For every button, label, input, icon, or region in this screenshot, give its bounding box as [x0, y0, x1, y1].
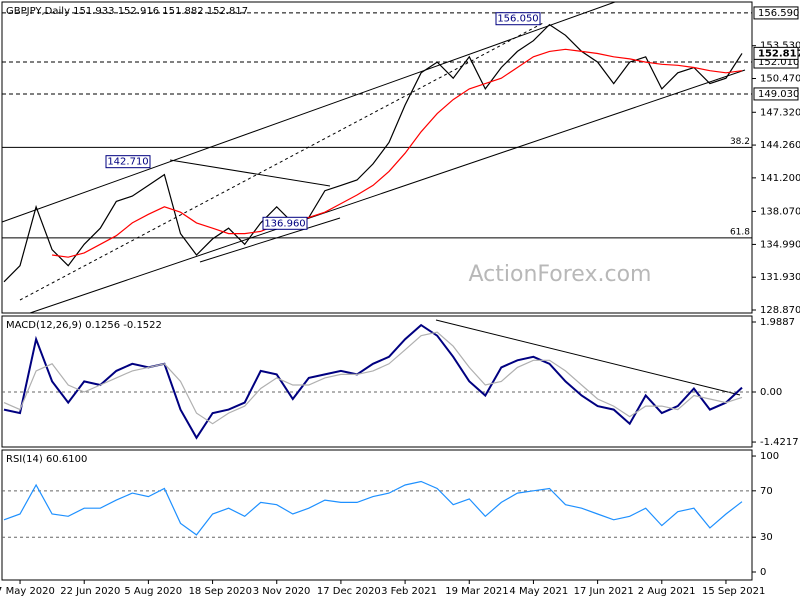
annotation-box: [495, 12, 541, 26]
x-tick-label: 2 Aug 2021: [638, 586, 696, 597]
x-tick-label: 5 Aug 2020: [124, 586, 182, 597]
panel-frame: [1, 449, 753, 581]
triangle-lower: [199, 217, 341, 263]
x-tick-label: 7 May 2020: [0, 586, 55, 597]
y-tick-label: 138.070: [760, 206, 800, 217]
annotation-label: 142.710: [107, 157, 148, 168]
triangle-upper: [169, 159, 331, 187]
x-tick-label: 17 Jun 2021: [574, 586, 634, 597]
panel-title: MACD(12,26,9) 0.1256 -0.1522: [6, 320, 162, 331]
y-tick-label: 0.00: [760, 387, 782, 398]
x-tick-label: 4 May 2021: [509, 586, 568, 597]
x-tick-label: 3 Feb 2021: [381, 586, 437, 597]
y-tick-label: 128.870: [760, 305, 800, 316]
x-tick-label: 15 Sep 2021: [702, 586, 765, 597]
series-line: [3, 331, 743, 425]
y-tick-label: 147.320: [760, 107, 800, 118]
x-tick-label: 18 Sep 2020: [189, 586, 252, 597]
macd-trendline: [435, 319, 741, 396]
y-tick-label: 153.530: [760, 41, 800, 52]
fib-ratio: 61.8: [730, 227, 750, 237]
series-line: [3, 480, 743, 536]
y-tick-label: 131.930: [760, 272, 800, 283]
y-tick-label: 0: [760, 567, 766, 578]
y-tick-label: -1.4217: [760, 437, 799, 448]
level-label: 152.010: [758, 57, 799, 68]
panel-frame: [1, 315, 753, 448]
x-tick-label: 22 Jun 2020: [60, 586, 120, 597]
level-label: 149.030: [758, 89, 799, 100]
channel-upper: [1, 1, 616, 223]
series-line: [3, 23, 743, 283]
price-label: 152.817: [758, 48, 800, 59]
level-label: 156.590: [758, 8, 799, 19]
price-box: [753, 46, 799, 60]
annotation-box: [262, 216, 308, 230]
x-tick-label: 19 Mar 2021: [445, 586, 508, 597]
fib-ratio: 38.2: [730, 137, 750, 147]
y-tick-label: 70: [760, 486, 773, 497]
panel-title: GBPJPY,Daily 151.933 152.916 151.882 152…: [6, 6, 248, 17]
panel-title: RSI(14) 60.6100: [6, 454, 87, 465]
level-box: [753, 6, 799, 20]
y-tick-label: 30: [760, 532, 773, 543]
y-tick-label: 1.9887: [760, 317, 795, 328]
annotation-label: 136.960: [264, 218, 305, 229]
trendlines: [1, 1, 746, 396]
y-tick-label: 141.200: [760, 173, 800, 184]
panel-frame: [1, 1, 753, 314]
level-box: [753, 87, 799, 101]
annotation-label: 156.050: [497, 14, 538, 25]
y-tick-label: 144.260: [760, 140, 800, 151]
series-line: [3, 323, 743, 440]
x-tick-label: 17 Dec 2020: [317, 586, 381, 597]
series-line: [52, 48, 743, 258]
annotation-box: [105, 155, 151, 169]
watermark: ActionForex.com: [469, 262, 652, 287]
channel-lower: [29, 69, 746, 314]
y-tick-label: 134.990: [760, 239, 800, 250]
y-tick-label: 150.470: [760, 74, 800, 85]
y-tick-label: 100: [760, 451, 779, 462]
x-tick-label: 3 Nov 2020: [253, 586, 311, 597]
